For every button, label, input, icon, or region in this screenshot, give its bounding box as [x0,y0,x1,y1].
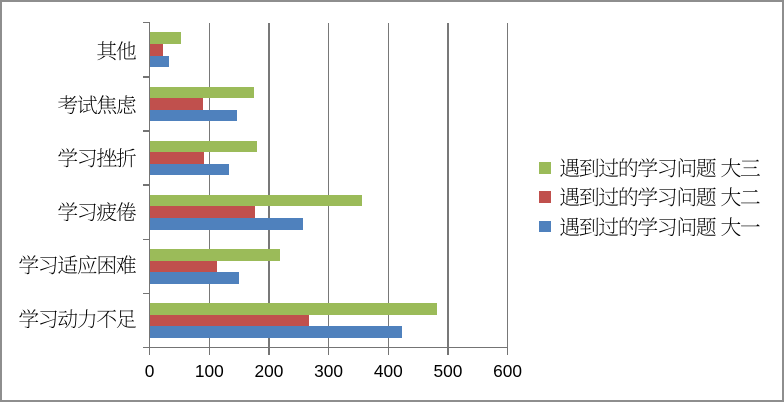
bar[interactable] [150,109,238,122]
category-label [19,255,136,275]
y-axis-tick [142,130,150,132]
x-axis-tick [268,347,270,356]
bar[interactable] [150,55,169,68]
legend-swatch [539,220,551,232]
y-axis-tick [142,346,150,349]
bar[interactable] [150,86,254,99]
x-axis-tick [387,347,390,356]
category-label [57,95,136,115]
y-axis-tick [142,76,150,78]
y-axis-line [148,22,151,349]
category-label [58,202,136,222]
value-axis-tick-label: 0 [144,360,155,381]
y-axis-tick [142,21,150,24]
bar[interactable] [150,43,164,56]
bar[interactable] [150,140,257,153]
y-axis-tick [142,184,150,186]
bar[interactable] [150,194,362,207]
legend-label [560,158,761,178]
bar[interactable] [150,260,218,273]
legend-swatch [539,162,551,174]
bar[interactable] [150,303,437,315]
x-axis-tick [506,347,509,356]
value-axis-tick-label: 600 [493,360,523,381]
bar[interactable] [150,98,203,110]
bar[interactable] [150,32,181,44]
gridline [268,22,270,348]
value-axis-tick-label: 500 [433,360,463,381]
gridline [327,22,330,348]
legend-label [560,216,761,237]
legend-label [560,187,761,207]
category-label [19,309,136,329]
value-axis-tick-label: 200 [254,360,284,381]
x-axis-tick [208,347,211,356]
bar[interactable] [150,326,402,338]
bar[interactable] [150,218,303,230]
x-axis-tick [327,347,330,356]
gridline [447,22,449,348]
x-axis-tick [148,347,151,356]
category-label [58,148,136,168]
value-axis-tick-label: 400 [373,360,403,381]
gridline [208,22,211,348]
value-axis-tick-label: 300 [314,360,344,381]
value-axis-tick-label: 100 [194,360,224,381]
y-axis-tick [142,292,150,295]
bar[interactable] [150,249,281,261]
category-label [97,41,136,61]
bar[interactable] [150,272,240,284]
bar[interactable] [150,163,229,176]
y-axis-tick [142,238,150,241]
legend-swatch [539,191,551,203]
gridline [506,22,509,348]
gridline [387,22,390,348]
bar[interactable] [150,314,309,327]
bar[interactable] [150,206,255,219]
x-axis-tick [447,347,449,356]
bar[interactable] [150,152,205,164]
